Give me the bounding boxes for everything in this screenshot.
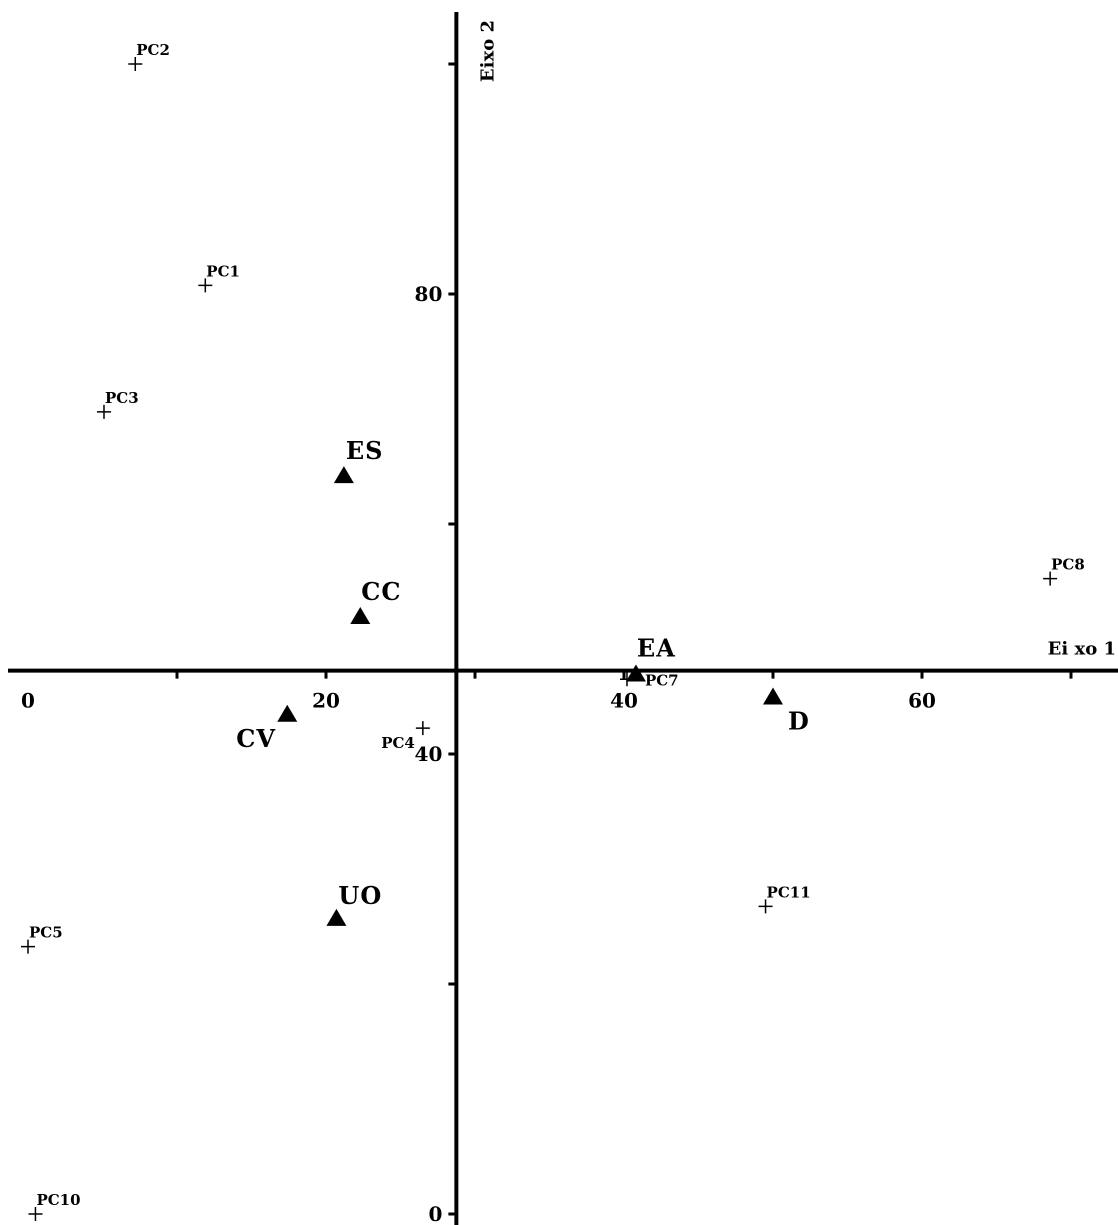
- point-pc2: [128, 57, 143, 71]
- triangle-d: [763, 687, 783, 705]
- point-pc1: [198, 278, 213, 293]
- label-pc7: PC7: [645, 671, 679, 689]
- point-pc8: [1043, 571, 1058, 586]
- label-cv: CV: [236, 724, 276, 753]
- point-pc4: [415, 721, 430, 736]
- x-axis-label: Ei xo 1: [1048, 639, 1116, 660]
- point-pc10: [28, 1207, 43, 1221]
- x-tick-label: 0: [21, 689, 35, 713]
- data-marks: PC1 PC2 PC3 PC4 PC5 PC7 PC8 PC10 PC11 ES CC EA CV D UO: [21, 41, 1085, 1221]
- label-uo: UO: [338, 881, 382, 910]
- y-axis-label: Eixo 2: [477, 20, 498, 82]
- y-tick-label: 0: [428, 1202, 442, 1225]
- label-cc: CC: [361, 577, 401, 606]
- label-es: ES: [346, 436, 384, 465]
- triangle-es: [333, 466, 354, 484]
- label-pc8: PC8: [1051, 556, 1085, 574]
- triangle-uo: [326, 908, 347, 926]
- label-d: D: [788, 707, 810, 736]
- point-pc3: [96, 404, 111, 419]
- label-pc10: PC10: [36, 1191, 80, 1209]
- x-tick-label: 20: [312, 689, 340, 713]
- y-tick-label: 40: [415, 742, 443, 766]
- label-pc11: PC11: [767, 883, 811, 901]
- label-pc4: PC4: [381, 734, 415, 752]
- axes: [8, 12, 1118, 1225]
- triangle-ea: [625, 664, 646, 682]
- point-pc5: [21, 939, 35, 954]
- triangle-cc: [350, 607, 371, 624]
- label-pc3: PC3: [105, 389, 139, 407]
- ticks: 0 20 40 60 0 40 80: [21, 62, 1073, 1225]
- x-tick-label: 40: [610, 689, 638, 713]
- label-ea: EA: [637, 634, 676, 663]
- point-pc11: [758, 899, 773, 914]
- x-tick-label: 60: [908, 689, 936, 713]
- y-tick-label: 80: [415, 282, 443, 306]
- triangle-cv: [277, 704, 298, 722]
- label-pc5: PC5: [29, 924, 63, 942]
- label-pc2: PC2: [136, 41, 170, 59]
- label-pc1: PC1: [206, 262, 240, 280]
